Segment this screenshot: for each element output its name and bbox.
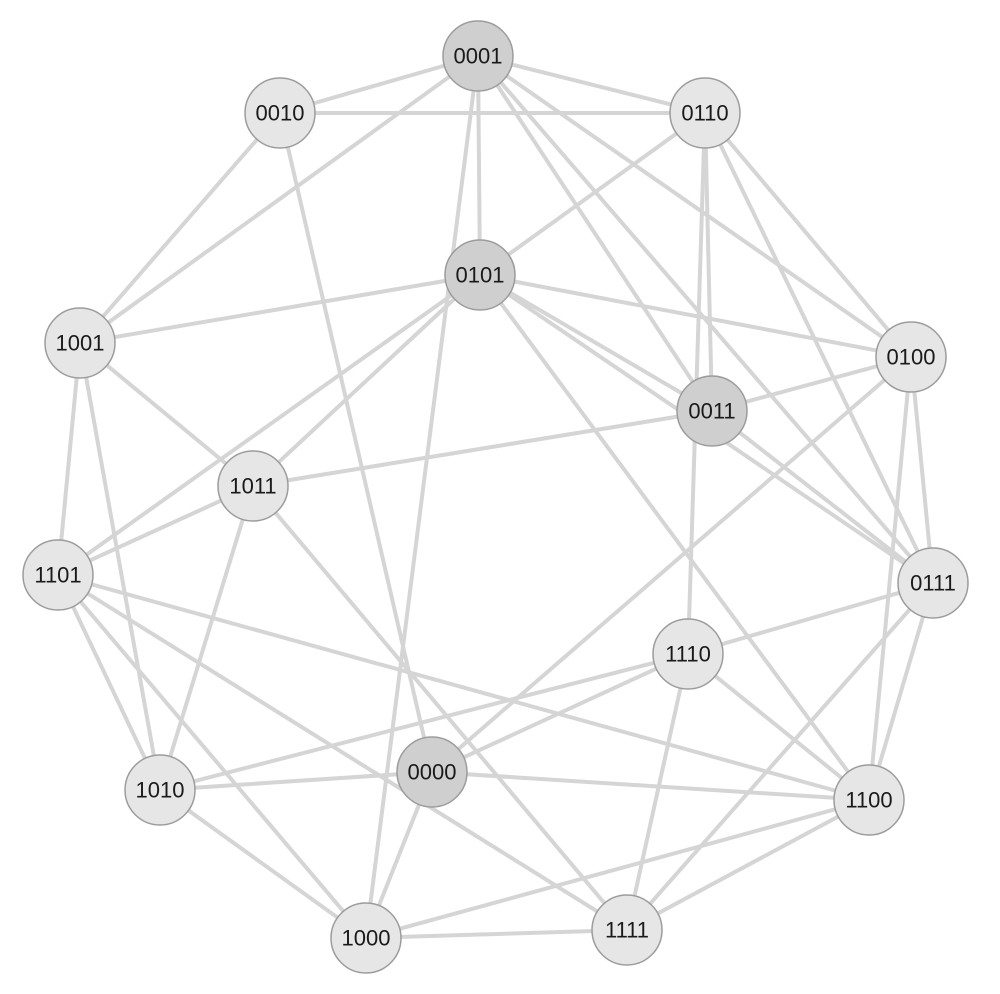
node-label: 0101 (456, 263, 505, 288)
edge (160, 790, 366, 938)
edge (688, 583, 933, 654)
edge (366, 930, 627, 938)
graph-node: 0010 (245, 78, 315, 148)
edge (627, 800, 869, 930)
edge (80, 113, 280, 343)
node-label: 1101 (34, 563, 81, 588)
edge (705, 113, 712, 411)
edge (712, 411, 933, 583)
edge (432, 772, 869, 800)
graph-node: 1000 (331, 903, 401, 973)
node-label: 0100 (887, 345, 936, 370)
node-label: 1010 (136, 778, 185, 803)
edge (432, 654, 688, 772)
graph-node: 0101 (445, 240, 515, 310)
node-label: 0111 (910, 571, 956, 596)
node-label: 0000 (408, 760, 457, 785)
graph-node: 0100 (876, 322, 946, 392)
edge (58, 575, 366, 938)
edge (280, 113, 432, 772)
node-label: 0110 (681, 101, 728, 126)
network-graph: 0001 0010 0110 0101 1001 0100 0011 1011 1101 0111… (0, 0, 1000, 994)
graph-node: 1001 (45, 308, 115, 378)
graph-node: 0111 (898, 548, 968, 618)
graph-node: 0000 (397, 737, 467, 807)
node-label: 1100 (845, 788, 892, 813)
node-label: 0011 (688, 399, 735, 424)
graph-node: 0110 (670, 78, 740, 148)
graph-node: 1101 (23, 540, 93, 610)
node-label: 1011 (229, 474, 276, 499)
graph-node: 1111 (592, 895, 662, 965)
node-label: 1001 (56, 331, 105, 356)
node-label: 0001 (454, 44, 503, 69)
edge (160, 486, 253, 790)
graph-node: 1011 (218, 451, 288, 521)
node-label: 1111 (605, 918, 649, 943)
node-label: 1000 (342, 926, 391, 951)
edge (627, 654, 688, 930)
graph-node: 1100 (834, 765, 904, 835)
graph-node: 0001 (443, 21, 513, 91)
graph-node: 1010 (125, 755, 195, 825)
node-label: 1110 (665, 642, 711, 667)
node-label: 0010 (256, 101, 305, 126)
graph-node: 0011 (677, 376, 747, 446)
graph-node: 1110 (653, 619, 723, 689)
edge (480, 275, 911, 357)
